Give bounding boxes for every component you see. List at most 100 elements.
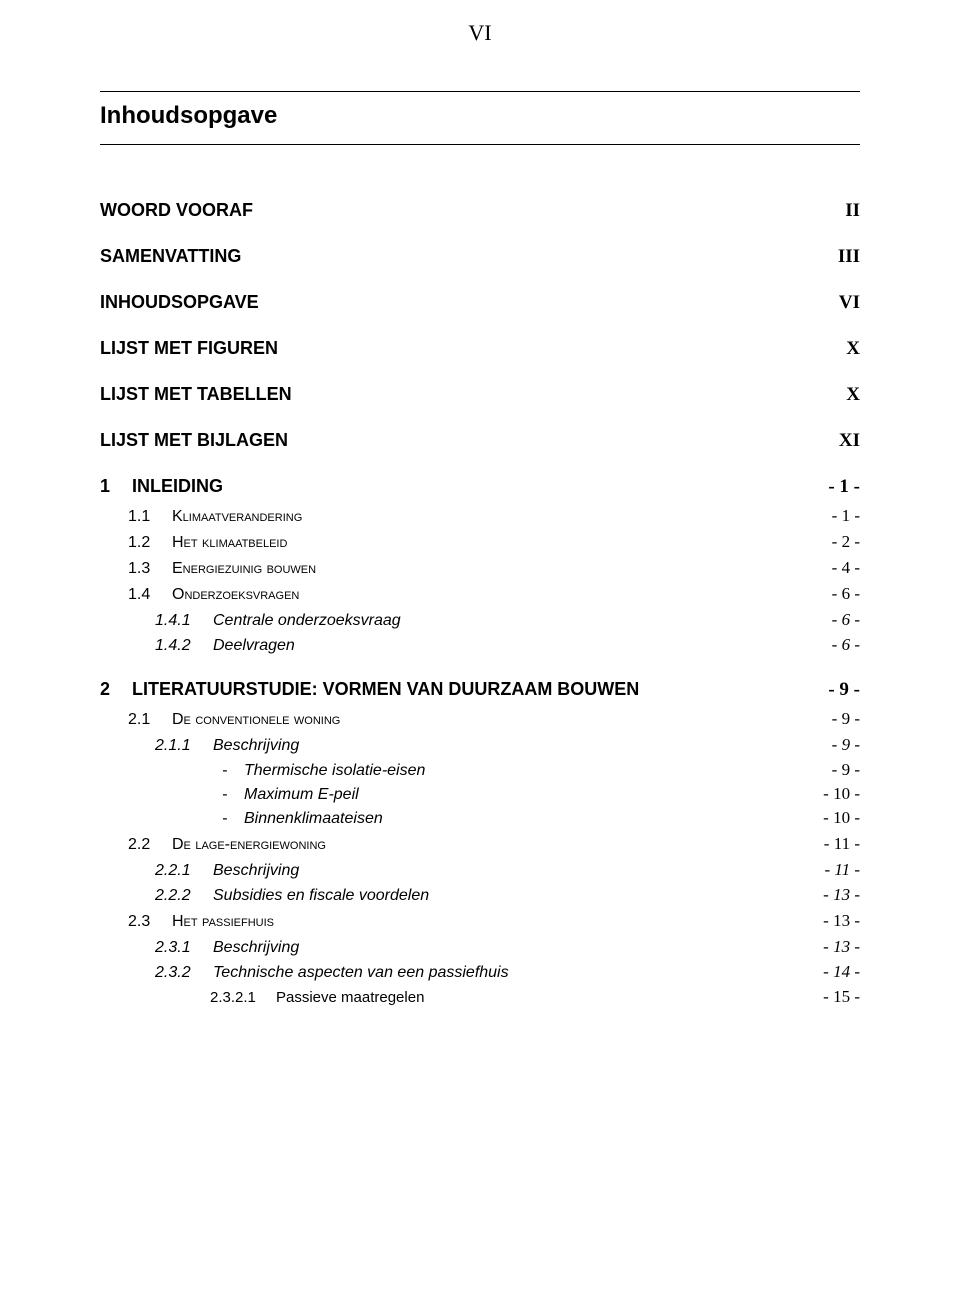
toc-label: 1.3Energiezuinig bouwen [128,560,316,578]
toc-page: - 2 - [832,532,860,552]
toc-entry-section: 1.2Het klimaatbeleid - 2 - [128,532,860,552]
toc-label: -Binnenklimaateisen [222,810,383,828]
toc-page: - 9 - [832,735,860,755]
toc-title: Beschrijving [213,939,299,956]
toc-title: Technische aspecten van een passiefhuis [213,964,509,981]
toc-num: 2.2 [128,836,172,854]
toc-entry-section: 1.4Onderzoeksvragen - 6 - [128,584,860,604]
toc-num: 2.3.2 [155,964,213,982]
toc-label: 2.2De lage-energiewoning [128,836,326,854]
toc-num: 2.1.1 [155,737,213,755]
title-rule-box: Inhoudsopgave [100,91,860,145]
toc-label: 2.2.2Subsidies en fiscale voordelen [155,887,429,905]
toc-dash: - [222,762,244,780]
toc-entry-front: LIJST MET BIJLAGEN XI [100,430,860,452]
toc-page: X [846,384,860,406]
toc-page: - 9 - [832,709,860,729]
toc-entry-bullet: -Binnenklimaateisen - 10 - [222,808,860,828]
toc-label: LIJST MET BIJLAGEN [100,430,288,451]
toc-entry-subsection: 1.4.2Deelvragen - 6 - [155,635,860,655]
toc-label: 1.4.1Centrale onderzoeksvraag [155,612,401,630]
toc-entry-section: 1.3Energiezuinig bouwen - 4 - [128,558,860,578]
toc-label: -Maximum E-peil [222,786,359,804]
toc-label: 1.4.2Deelvragen [155,637,295,655]
toc-label: 2.1.1Beschrijving [155,737,299,755]
toc-entry-chapter: 2LITERATUURSTUDIE: VORMEN VAN DUURZAAM B… [100,679,860,701]
toc-num: 2.1 [128,711,172,729]
toc-label: -Thermische isolatie-eisen [222,762,425,780]
toc-entry-section: 2.1De conventionele woning - 9 - [128,709,860,729]
toc-entry-subsection: 2.3.1Beschrijving - 13 - [155,937,860,957]
toc-entry-subsection: 2.1.1Beschrijving - 9 - [155,735,860,755]
toc-title: Maximum E-peil [244,786,359,803]
toc-label: LIJST MET TABELLEN [100,384,292,405]
toc-num: 1 [100,476,132,497]
toc-page: II [845,200,860,222]
toc-page: - 15 - [823,987,860,1007]
toc-label: 2LITERATUURSTUDIE: VORMEN VAN DUURZAAM B… [100,679,639,700]
toc-entry-subsection: 2.2.1Beschrijving - 11 - [155,860,860,880]
toc-entry-chapter: 1INLEIDING - 1 - [100,476,860,498]
toc-num: 1.4.1 [155,612,213,630]
toc-page: - 11 - [824,834,860,854]
toc-entry-subsection: 2.3.2Technische aspecten van een passief… [155,962,860,982]
toc-label: 2.3Het passiefhuis [128,913,274,931]
toc-entry-bullet: -Thermische isolatie-eisen - 9 - [222,760,860,780]
toc-page: - 9 - [832,760,860,780]
toc-num: 2.2.2 [155,887,213,905]
toc-title: Beschrijving [213,737,299,754]
toc-num: 1.2 [128,534,172,552]
toc-num: 2.3.1 [155,939,213,957]
toc-title: Het passiefhuis [172,913,274,930]
toc-title: LITERATUURSTUDIE: VORMEN VAN DUURZAAM BO… [132,679,639,699]
toc-label: SAMENVATTING [100,246,241,267]
toc-entry-front: LIJST MET FIGUREN X [100,338,860,360]
toc-entry-section: 1.1Klimaatverandering - 1 - [128,506,860,526]
toc-page: III [838,246,860,268]
toc-label: 1.4Onderzoeksvragen [128,586,299,604]
toc-page: - 6 - [832,584,860,604]
toc-title: Subsidies en fiscale voordelen [213,887,429,904]
toc-title: Binnenklimaateisen [244,810,383,827]
toc-num: 2.3.2.1 [210,989,276,1006]
toc-label: WOORD VOORAF [100,200,253,221]
toc-page: - 11 - [824,860,860,880]
toc-page: XI [839,430,860,452]
toc-entry-section: 2.3Het passiefhuis - 13 - [128,911,860,931]
toc-title: De conventionele woning [172,711,340,728]
toc-dash: - [222,786,244,804]
toc-page: - 10 - [823,808,860,828]
toc-page: - 9 - [828,679,860,701]
toc-num: 1.4 [128,586,172,604]
toc-label: 2.1De conventionele woning [128,711,340,729]
toc-title: Energiezuinig bouwen [172,560,316,577]
toc-page: VI [839,292,860,314]
toc-title: Deelvragen [213,637,295,654]
toc-page: X [846,338,860,360]
toc-num: 1.1 [128,508,172,526]
toc-label: 1INLEIDING [100,476,223,497]
toc-entry-front: WOORD VOORAF II [100,200,860,222]
toc-num: 1.3 [128,560,172,578]
toc-label: LIJST MET FIGUREN [100,338,278,359]
toc-page: - 1 - [832,506,860,526]
toc-page: - 6 - [832,635,860,655]
toc-num: 2 [100,679,132,700]
toc-entry-subsection: 2.2.2Subsidies en fiscale voordelen - 13… [155,885,860,905]
toc-label: 1.1Klimaatverandering [128,508,302,526]
toc-page: - 13 - [823,911,860,931]
toc-label: 2.3.2.1Passieve maatregelen [210,989,424,1006]
toc-label: 2.3.2Technische aspecten van een passief… [155,964,509,982]
toc-entry-front: SAMENVATTING III [100,246,860,268]
toc-page: - 13 - [823,885,860,905]
toc-label: 1.2Het klimaatbeleid [128,534,287,552]
toc-title: INLEIDING [132,476,223,496]
toc-entry-subsection: 1.4.1Centrale onderzoeksvraag - 6 - [155,610,860,630]
toc-title: Beschrijving [213,862,299,879]
toc-entry-paragraph: 2.3.2.1Passieve maatregelen - 15 - [210,987,860,1007]
toc-dash: - [222,810,244,828]
toc-label: INHOUDSOPGAVE [100,292,259,313]
toc-title: Thermische isolatie-eisen [244,762,425,779]
page-number-roman: VI [100,20,860,46]
toc-entry-section: 2.2De lage-energiewoning - 11 - [128,834,860,854]
